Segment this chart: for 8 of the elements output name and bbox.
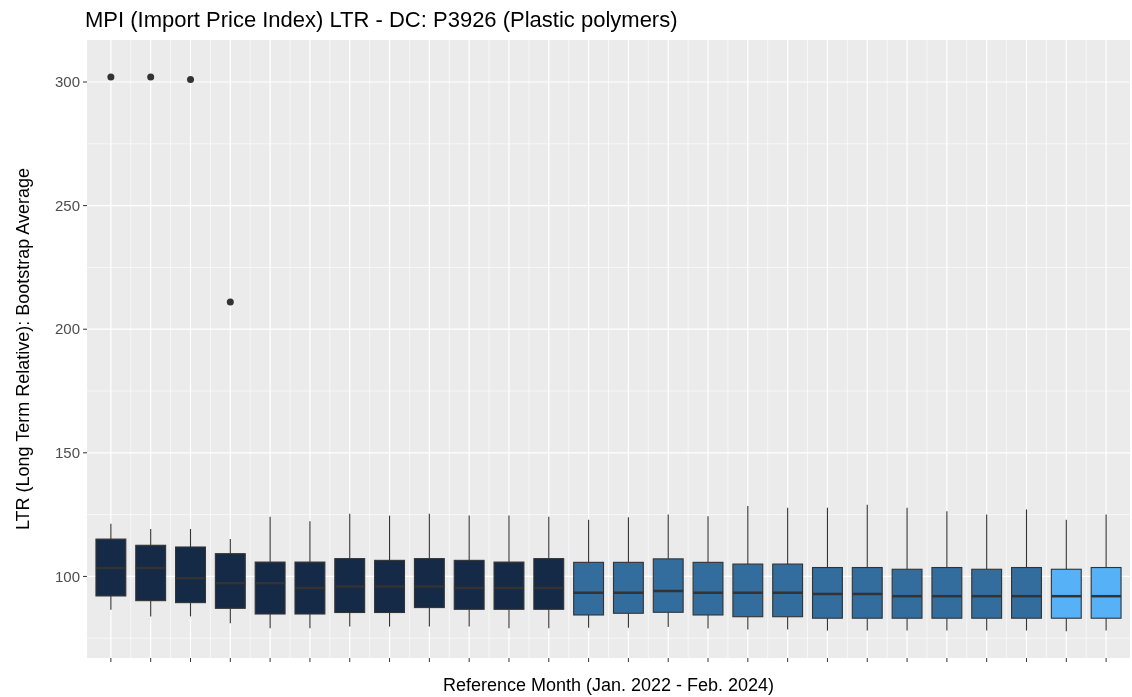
y-tick-label: 100 bbox=[54, 567, 80, 585]
y-tick-label: 200 bbox=[54, 320, 80, 338]
y-axis-title: LTR (Long Term Relative): Bootstrap Average bbox=[13, 167, 33, 531]
y-tick-label: 250 bbox=[54, 196, 80, 214]
chart-title: MPI (Import Price Index) LTR - DC: P3926 (Plastic polymers) bbox=[85, 7, 678, 32]
y-tick-label: 150 bbox=[54, 444, 80, 462]
y-tick-label: 300 bbox=[54, 73, 80, 91]
x-axis-title: Reference Month (Jan. 2022 - Feb. 2024) bbox=[442, 675, 775, 695]
